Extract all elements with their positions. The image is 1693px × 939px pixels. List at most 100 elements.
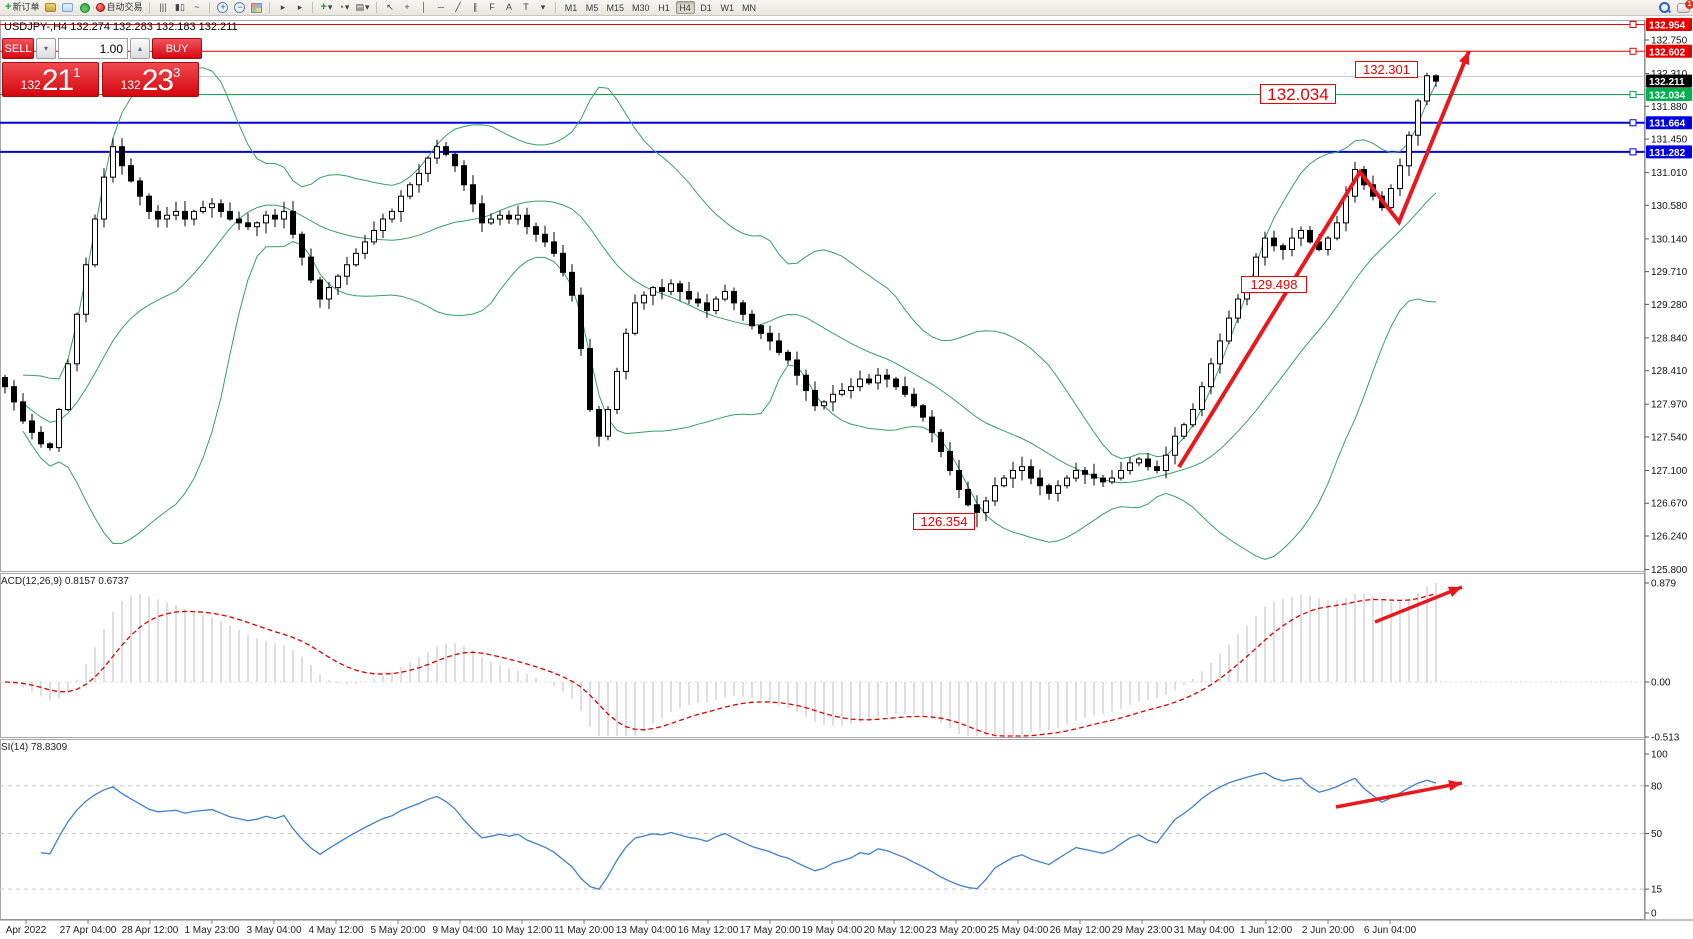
volume-down-button[interactable]: ▾ (36, 38, 56, 59)
auto-scroll-button[interactable]: ▸ (280, 2, 286, 12)
tab-h1[interactable]: H1 (658, 2, 670, 13)
tab-m5[interactable]: M5 (585, 2, 599, 13)
candle-body (929, 416, 935, 433)
cursor-button[interactable]: ↖ (386, 2, 394, 12)
line-handle[interactable] (1629, 148, 1637, 156)
zoom-out-icon: − (234, 2, 246, 13)
trend-arrow[interactable] (1335, 781, 1463, 809)
price-annotation-132301[interactable]: 132.301 (1355, 61, 1418, 78)
autotrading-button[interactable]: 自动交易 (94, 1, 144, 14)
candle-body (1064, 477, 1070, 487)
candle-body (1397, 165, 1403, 190)
candle-body (749, 313, 755, 327)
tab-m15[interactable]: M15 (606, 2, 624, 13)
line-handle[interactable] (1629, 47, 1637, 55)
trend-arrow[interactable] (1374, 585, 1463, 624)
volume-up-button[interactable]: ▴ (130, 38, 150, 59)
candle-body (1406, 134, 1412, 167)
trendline-button[interactable]: ╱ (455, 2, 461, 12)
price-tick-label: 130.140 (1651, 234, 1688, 245)
candlestick-chart-button[interactable]: ▮▯ (175, 2, 185, 12)
line-handle[interactable] (1629, 20, 1637, 28)
tab-w1[interactable]: W1 (720, 2, 735, 13)
macd-tick-label: -0.513 (1651, 733, 1680, 744)
signals-button[interactable] (77, 1, 92, 14)
text-label-button[interactable]: T (523, 2, 529, 12)
history-center-button[interactable] (43, 1, 58, 14)
price-annotation-129498[interactable]: 129.498 (1241, 276, 1307, 293)
price-tick-label: 130.580 (1651, 201, 1688, 212)
bollinger-middle-band (22, 192, 1437, 484)
crosshair-button[interactable]: + (404, 2, 410, 12)
candle-body (1145, 458, 1151, 468)
candle-body (389, 210, 395, 220)
price-tick-label: 132.750 (1651, 36, 1688, 47)
tab-m1[interactable]: M1 (564, 2, 578, 13)
price-tick-label: 127.970 (1651, 400, 1688, 411)
zoom-in-button[interactable]: + (215, 1, 230, 14)
bollinger-upper-band (22, 67, 1437, 460)
candle-body (713, 298, 719, 311)
zoom-out-button[interactable]: − (232, 1, 247, 14)
candle-body (623, 332, 629, 372)
candle-body (434, 146, 440, 159)
price-badge (1646, 74, 1692, 88)
sell-button[interactable]: SELL (2, 38, 34, 59)
trend-arrow-head (1448, 780, 1462, 791)
price-badge (1646, 44, 1692, 58)
line-handle[interactable] (1629, 119, 1637, 127)
ask-price-sup: 3 (173, 65, 181, 80)
bid-price-box[interactable]: 132 21 1 (2, 62, 99, 97)
arrows-button[interactable]: ▾ (540, 2, 546, 12)
trend-arrow[interactable] (1177, 50, 1471, 469)
indicators-button[interactable]: + ▾ (318, 1, 334, 14)
candle-body (866, 378, 872, 384)
vertical-line-button[interactable]: │ (421, 2, 427, 12)
fibonacci-button[interactable]: F (489, 2, 495, 12)
tab-m30[interactable]: M30 (632, 2, 650, 13)
community-button[interactable] (60, 1, 75, 14)
tab-d1[interactable]: D1 (700, 2, 712, 13)
candle-body (101, 176, 107, 220)
candle-body (344, 264, 350, 277)
candle-body (551, 241, 557, 254)
candle-body (776, 340, 782, 353)
candle-body (1091, 473, 1097, 479)
candle-body (911, 393, 917, 407)
candle-body (218, 203, 224, 212)
candle-body (488, 218, 494, 224)
candle-body (758, 325, 764, 334)
channel-button[interactable]: ∥ (472, 2, 478, 12)
horizontal-line-button[interactable]: ─ (437, 2, 445, 12)
periods-button[interactable]: ◔ ▾ (336, 1, 351, 14)
price-tick-label: 128.840 (1651, 333, 1688, 344)
volume-input[interactable] (58, 38, 128, 59)
line-handle[interactable] (1629, 91, 1637, 99)
chat-icon[interactable]: 1 (1677, 0, 1693, 13)
bar-chart-button[interactable]: ||| (159, 2, 167, 12)
candle-body (164, 214, 170, 220)
text-button[interactable]: A (505, 2, 512, 12)
one-click-trading-panel: SELL ▾ ▴ BUY 132 21 1 132 23 3 (2, 38, 210, 97)
separator (555, 2, 557, 13)
new-order-button[interactable]: + 新订单 (3, 1, 41, 14)
tab-mn[interactable]: MN (742, 2, 757, 13)
candle-body (614, 370, 620, 411)
price-tick-label: 126.240 (1651, 531, 1688, 542)
buy-button[interactable]: BUY (152, 38, 202, 59)
search-icon[interactable] (1659, 1, 1671, 14)
line-chart-button[interactable]: ~ (194, 2, 200, 12)
templates-button[interactable]: ▤ ▾ (353, 1, 371, 14)
price-annotation-132034[interactable]: 132.034 (1260, 84, 1336, 104)
rsi-tick-label: 80 (1651, 781, 1663, 792)
price-tick-label: 129.710 (1651, 267, 1688, 278)
chart-shift-button[interactable]: ▸ (297, 2, 303, 12)
ask-price-box[interactable]: 132 23 3 (102, 62, 199, 97)
price-annotation-126354[interactable]: 126.354 (913, 513, 975, 530)
candle-body (515, 214, 521, 220)
time-tick-label: 4 May 12:00 (308, 925, 363, 936)
tab-h4[interactable]: H4 (675, 1, 695, 14)
candles (2, 72, 1439, 528)
tile-windows-button[interactable] (249, 1, 264, 14)
